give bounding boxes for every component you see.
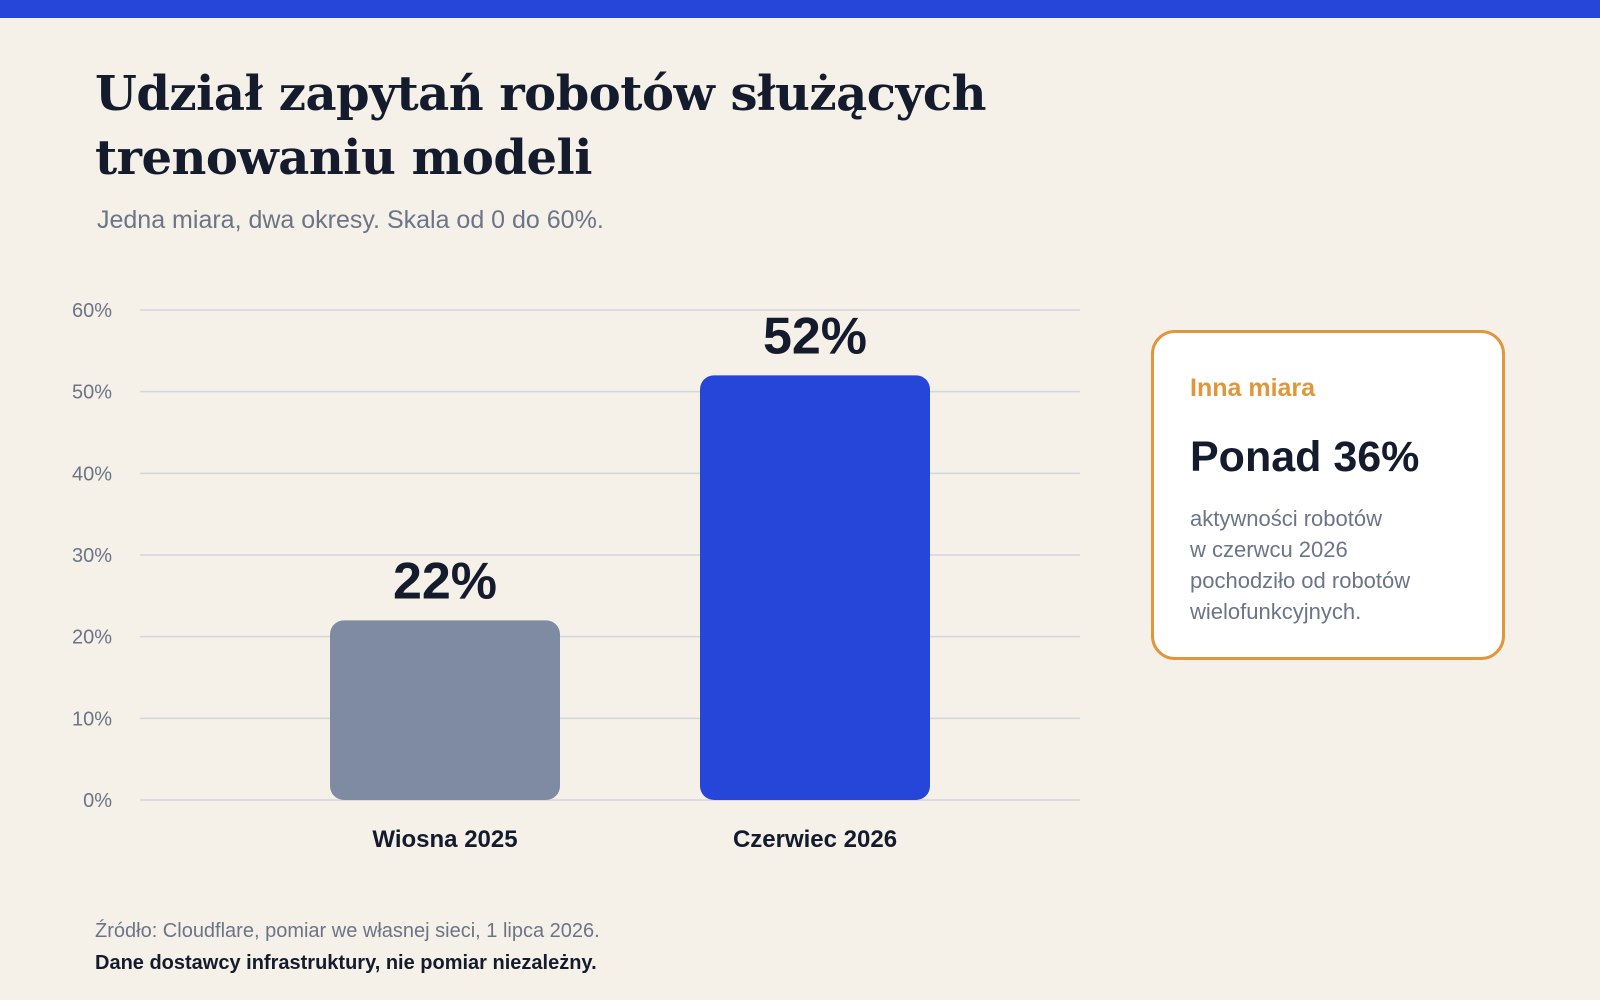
top-accent-bar (0, 0, 1600, 18)
bar-chart: 0% 10% 20% 30% 40% 50% 60% 22% Wiosna 2025 52% Cze… (72, 300, 1080, 853)
x-category-label: Czerwiec 2026 (733, 826, 897, 853)
bar (330, 620, 560, 800)
y-tick-label: 0% (83, 790, 112, 812)
page-title: Udział zapytań robotów służących trenowa… (95, 66, 986, 186)
y-tick-label: 60% (72, 300, 112, 322)
callout-label: Inna miara (1190, 374, 1316, 402)
y-tick-label: 50% (72, 382, 112, 404)
x-category-label: Wiosna 2025 (372, 826, 517, 853)
y-tick-label: 20% (72, 627, 112, 649)
callout-value: Ponad 36% (1190, 433, 1420, 481)
bar-value-label: 22% (393, 552, 497, 610)
y-tick-label: 30% (72, 545, 112, 567)
bar (700, 375, 930, 800)
y-tick-label: 40% (72, 463, 112, 485)
callout-card: Inna miara Ponad 36% aktywności robotów … (1151, 330, 1505, 660)
disclaimer-note: Dane dostawcy infrastruktury, nie pomiar… (95, 952, 597, 974)
source-note: Źródło: Cloudflare, pomiar we własnej si… (95, 920, 600, 942)
page-subtitle: Jedna miara, dwa okresy. Skala od 0 do 6… (97, 206, 604, 234)
callout-text: aktywności robotów w czerwcu 2026 pochod… (1190, 506, 1411, 624)
y-tick-label: 10% (72, 708, 112, 730)
bar-value-label: 52% (763, 307, 867, 365)
